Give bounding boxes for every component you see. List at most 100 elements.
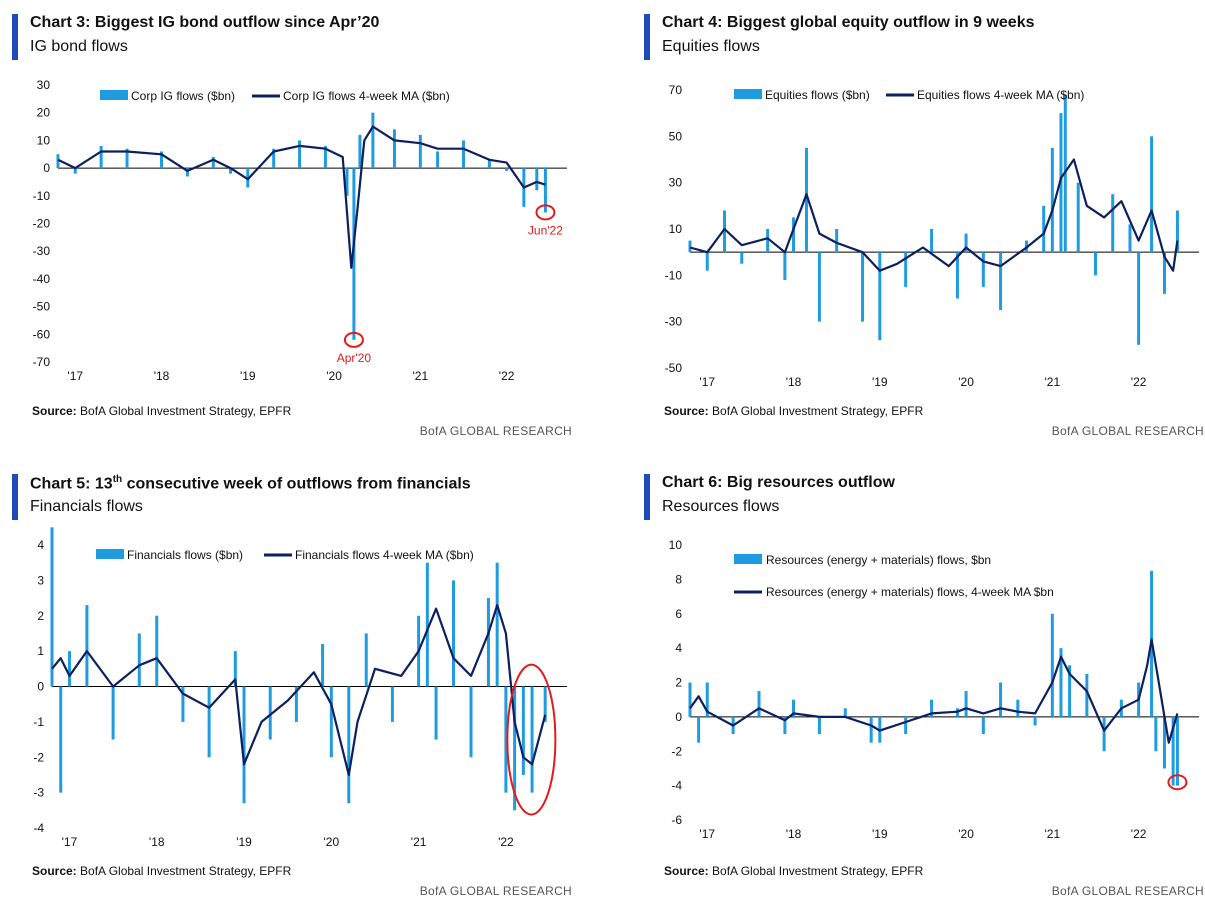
moving-average-line xyxy=(51,604,547,776)
flow-bar xyxy=(50,527,54,687)
chart-title-main: Chart 5: 13 xyxy=(30,475,113,493)
y-tick-label: 30 xyxy=(37,78,51,92)
flow-bar xyxy=(1154,716,1158,752)
flow-bar xyxy=(59,686,63,793)
moving-average-line xyxy=(689,158,1179,272)
flow-bar xyxy=(688,682,692,717)
flow-bar xyxy=(1016,699,1020,717)
x-tick-label: '18 xyxy=(786,375,802,389)
flow-bar xyxy=(352,168,356,340)
y-tick-label: -30 xyxy=(665,315,683,329)
annotation-circle xyxy=(535,204,556,221)
x-tick-label: '22 xyxy=(499,369,515,383)
y-tick-label: -20 xyxy=(33,217,51,231)
flow-bar xyxy=(487,159,491,169)
flow-bar xyxy=(418,134,422,169)
legend-label: Corp IG flows ($bn) xyxy=(131,89,235,103)
flow-bar xyxy=(1059,648,1063,717)
brand-label: BofA GLOBAL RESEARCH xyxy=(1051,884,1204,898)
chart-title: Chart 3: Biggest IG bond outflow since A… xyxy=(30,14,380,31)
chart-title: Chart 5: 13th consecutive week of outflo… xyxy=(30,474,471,493)
flow-bar xyxy=(233,651,237,687)
y-tick-label: 0 xyxy=(43,161,50,175)
chart-title-rest: consecutive week of outflows from financ… xyxy=(122,475,471,493)
annotation-circle xyxy=(343,331,364,348)
flow-bar xyxy=(85,605,89,687)
chart-subtitle: IG bond flows xyxy=(30,38,128,55)
chart-svg-financials: 4 3 2 1 0 -1 -2 -3 -4 '17 '18 '19 '20 '21 '22 Financial… xyxy=(33,527,567,849)
annotation-circle xyxy=(1167,774,1188,791)
flow-bar xyxy=(817,252,821,322)
moving-average-line xyxy=(689,638,1179,744)
source-label: Source: xyxy=(664,864,709,878)
flow-bar xyxy=(425,562,429,687)
flow-bar xyxy=(99,145,103,169)
flow-bar xyxy=(543,168,547,213)
flow-bar xyxy=(461,140,465,169)
flow-bar xyxy=(111,686,115,740)
flow-bar xyxy=(930,699,934,717)
flow-bar xyxy=(981,252,985,287)
flow-bar xyxy=(211,157,215,169)
x-tick-label: '17 xyxy=(699,375,715,389)
x-tick-label: '21 xyxy=(1045,827,1061,841)
flow-bar xyxy=(817,716,821,735)
y-tick-label: 0 xyxy=(37,680,44,694)
flow-bar xyxy=(345,168,349,196)
flow-bar xyxy=(67,651,71,687)
flow-bar xyxy=(878,252,882,341)
legend-label: Resources (energy + materials) flows, $b… xyxy=(766,553,991,567)
legend-label: Corp IG flows 4-week MA ($bn) xyxy=(283,89,450,103)
flow-bar xyxy=(740,252,744,264)
flow-bar xyxy=(1050,147,1054,253)
flow-bar xyxy=(390,686,394,722)
source-text: BofA Global Investment Strategy, EPFR xyxy=(80,864,292,878)
flow-bar xyxy=(999,252,1003,311)
x-tick-label: '17 xyxy=(699,827,715,841)
flow-bar xyxy=(452,580,456,687)
flow-bar xyxy=(513,686,517,811)
flow-bar xyxy=(1085,673,1089,717)
flow-bar xyxy=(930,229,934,253)
x-tick-label: '20 xyxy=(958,827,974,841)
chart-panel-ig-bond: Chart 3: Biggest IG bond outflow since A… xyxy=(12,0,572,440)
legend-bar-swatch xyxy=(100,90,128,100)
flow-bar xyxy=(1093,252,1097,276)
y-tick-label: 50 xyxy=(669,129,683,143)
flow-bar xyxy=(1162,716,1166,769)
y-tick-label: 10 xyxy=(37,133,51,147)
legend-label: Equities flows 4-week MA ($bn) xyxy=(917,88,1084,102)
legend-label: Equities flows ($bn) xyxy=(765,88,870,102)
flow-bar xyxy=(434,686,438,740)
flow-bar xyxy=(1042,205,1046,253)
flow-bar xyxy=(347,686,351,804)
y-tick-label: -2 xyxy=(671,744,682,758)
x-tick-label: '18 xyxy=(786,827,802,841)
y-tick-label: 3 xyxy=(37,573,44,587)
flow-bar xyxy=(904,252,908,287)
flow-bar xyxy=(436,151,440,169)
flow-bar xyxy=(486,598,490,687)
source-note: Source: BofA Global Investment Strategy,… xyxy=(32,864,291,878)
flow-bar xyxy=(358,134,362,169)
flow-bar xyxy=(155,615,159,687)
flow-bar xyxy=(1033,716,1037,726)
flow-bar xyxy=(1068,665,1072,717)
x-tick-label: '20 xyxy=(326,369,342,383)
flow-bar xyxy=(535,168,539,191)
x-tick-label: '20 xyxy=(958,375,974,389)
x-tick-label: '22 xyxy=(1131,375,1147,389)
y-tick-label: 6 xyxy=(675,607,682,621)
flow-bar xyxy=(268,686,272,740)
chart-panel-resources: Chart 6: Big resources outflow Resources… xyxy=(644,460,1204,900)
flow-bar xyxy=(329,686,333,758)
source-note: Source: BofA Global Investment Strategy,… xyxy=(32,404,291,418)
annotation-label: Apr'20 xyxy=(337,351,372,365)
legend-label: Financials flows 4-week MA ($bn) xyxy=(295,548,474,562)
brand-label: BofA GLOBAL RESEARCH xyxy=(419,884,572,898)
y-tick-label: 2 xyxy=(675,676,682,690)
y-tick-label: 10 xyxy=(669,222,683,236)
flow-bar xyxy=(505,168,509,171)
x-tick-label: '20 xyxy=(324,835,340,849)
flow-bar xyxy=(757,691,761,717)
